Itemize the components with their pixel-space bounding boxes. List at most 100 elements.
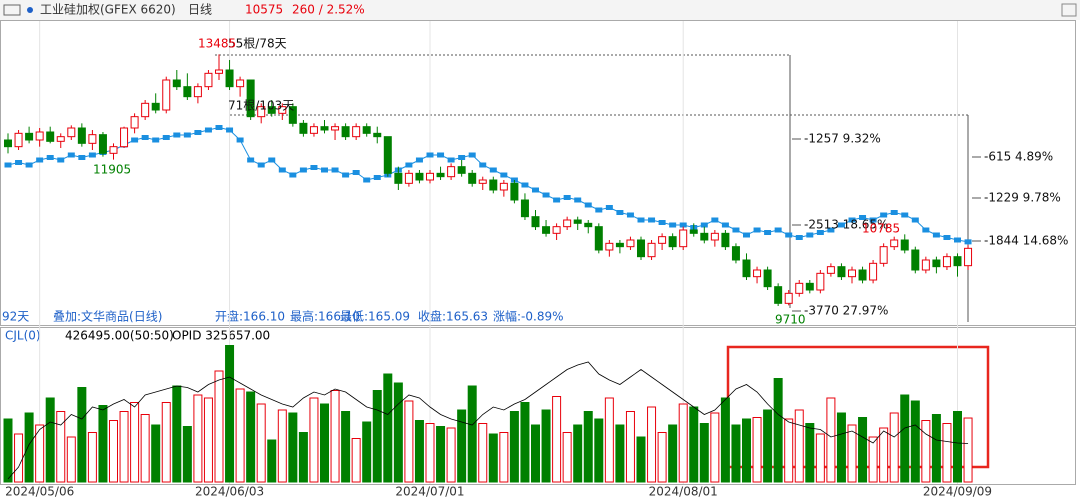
candle-body	[964, 247, 973, 267]
price-panel	[0, 20, 1076, 326]
window-button[interactable]	[1061, 3, 1077, 17]
candle-body	[668, 236, 677, 248]
volume-bar	[140, 414, 150, 483]
link-icon[interactable]	[3, 4, 21, 16]
candle-body	[109, 146, 118, 154]
x-tick-label: 2024/08/01	[649, 485, 718, 499]
candle-body	[520, 199, 529, 218]
volume-bar	[151, 424, 161, 483]
annotation: -615 4.89%	[984, 150, 1053, 164]
volume-bar	[130, 402, 140, 483]
volume-bar	[203, 397, 213, 483]
candle-body	[721, 232, 730, 248]
volume-bar	[910, 400, 920, 483]
candle-body	[816, 272, 825, 291]
candle-body	[584, 222, 593, 228]
overlay-point	[405, 162, 413, 168]
volume-bar	[161, 402, 171, 483]
overlay-point	[215, 125, 223, 130]
candle-body	[911, 249, 920, 271]
overlay-point	[637, 217, 645, 223]
volume-bar	[45, 397, 55, 483]
candle-body	[563, 219, 572, 228]
candle-body	[848, 269, 856, 278]
overlay-point	[785, 232, 793, 238]
candle-body	[594, 226, 603, 251]
overlay-point	[57, 157, 65, 163]
overlay-point	[532, 187, 539, 193]
volume-bar	[478, 423, 488, 483]
candle-body	[141, 102, 150, 118]
volume-bar	[636, 436, 646, 483]
candle-body	[299, 122, 308, 134]
overlay-point	[964, 239, 972, 245]
candle-body	[183, 86, 192, 98]
oi-label: OPID 325657.00	[172, 329, 270, 343]
volume-bar	[836, 412, 846, 483]
candle-body	[615, 242, 624, 248]
volume-bar	[868, 436, 878, 483]
candle-body	[605, 242, 614, 251]
candle-body	[731, 246, 740, 261]
candle-body	[46, 131, 55, 142]
volume-bar	[414, 420, 424, 483]
period[interactable]: 日线	[188, 3, 212, 17]
overlay-point	[278, 167, 286, 173]
candle-body	[130, 116, 139, 129]
volume-bar	[256, 403, 266, 483]
volume-bar	[457, 409, 467, 483]
overlay-name: 叠加:文华商品(日线)	[53, 309, 162, 324]
candle-body	[225, 69, 234, 88]
candle-body	[953, 256, 962, 267]
volume-bar	[56, 411, 66, 483]
overlay-point	[489, 167, 497, 173]
volume-bar	[858, 417, 868, 483]
volume-bar	[446, 427, 456, 483]
days: 92天	[2, 310, 29, 324]
overlay-point	[183, 132, 191, 138]
overlay-point	[869, 217, 877, 223]
volume-bar	[66, 436, 76, 483]
overlay-point	[373, 175, 381, 180]
overlay-point	[648, 217, 656, 223]
overlay-point	[310, 165, 318, 170]
overlay-point	[46, 155, 54, 160]
volume-bar	[341, 411, 351, 483]
candle-body	[215, 69, 223, 74]
overlay-point	[152, 137, 160, 143]
overlay-point	[331, 167, 339, 173]
high-label: 10785	[862, 222, 900, 236]
candle-body	[331, 126, 340, 131]
candle-body	[858, 269, 867, 281]
candle-body	[77, 127, 86, 144]
toolbar	[0, 0, 1080, 20]
overlay-point	[901, 212, 909, 218]
volume-bar	[225, 345, 235, 483]
overlay-point	[732, 227, 740, 233]
candle-body	[921, 259, 930, 271]
overlay-point	[827, 227, 835, 233]
candle-body	[162, 79, 171, 111]
volume-bar	[562, 432, 572, 483]
volume-bar	[953, 411, 962, 483]
volume-bar	[625, 411, 635, 483]
overlay-point	[4, 162, 12, 168]
overlay-point	[954, 237, 961, 243]
candle-body	[35, 131, 44, 141]
volume-bar	[699, 423, 709, 483]
volume-bar	[488, 433, 498, 483]
volume-bar	[77, 387, 87, 483]
volume-bar	[573, 424, 583, 483]
candle-body	[151, 102, 160, 111]
volume-bar	[383, 373, 393, 483]
candle-body	[236, 79, 245, 88]
candle-body	[204, 72, 213, 88]
overlay-point	[257, 162, 265, 168]
volume-bar	[742, 418, 751, 483]
volume-bar	[541, 409, 551, 483]
candle-body	[784, 292, 793, 304]
volume-bar	[362, 421, 372, 483]
overlay-point	[468, 152, 476, 158]
overlay-point	[658, 220, 666, 225]
x-tick-label: 2024/05/06	[5, 485, 74, 499]
